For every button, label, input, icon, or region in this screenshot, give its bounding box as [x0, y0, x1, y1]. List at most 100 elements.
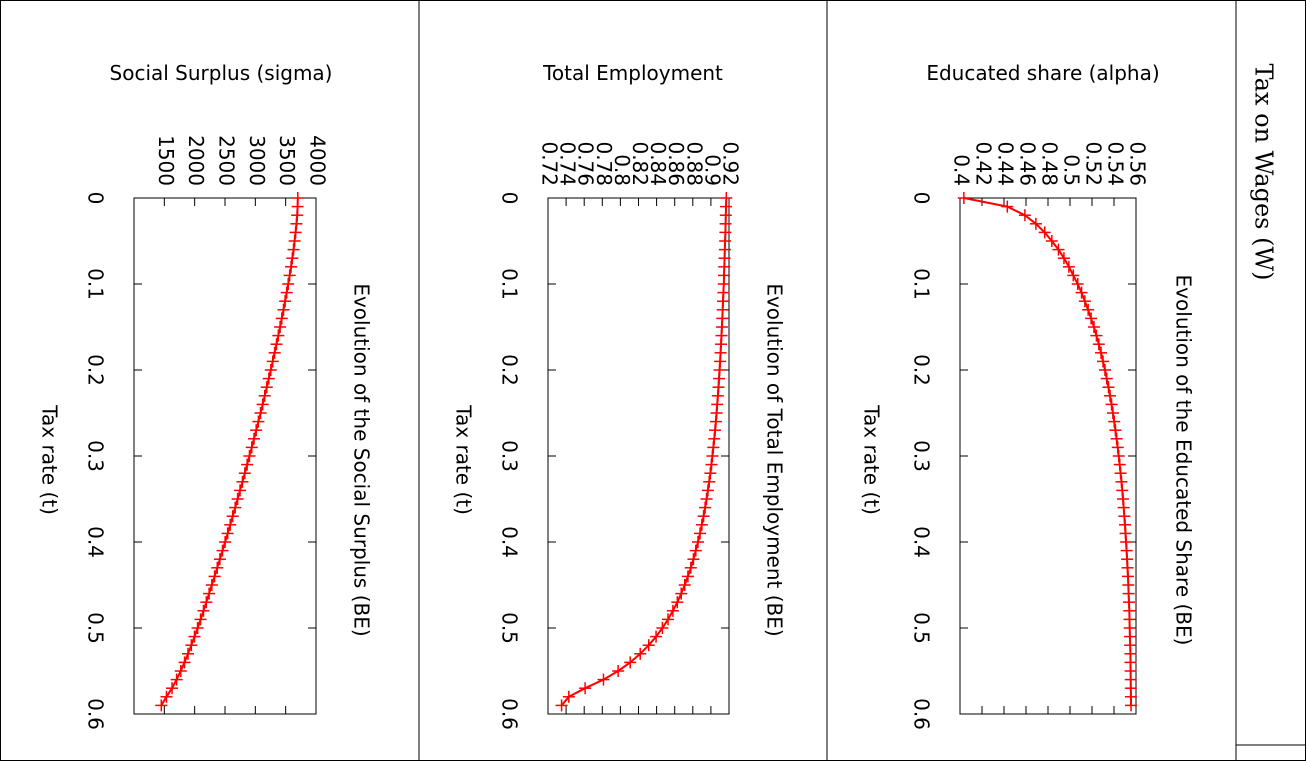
data-point: [695, 518, 708, 531]
y-tick-label: 2000: [184, 135, 208, 186]
data-point: [279, 295, 292, 308]
data-point: [1108, 415, 1121, 428]
y-tick-label: 0.8: [610, 154, 634, 186]
data-point: [188, 630, 201, 643]
data-point: [650, 630, 663, 643]
y-tick-label: 0.74: [556, 141, 580, 186]
chart-panel-educated-share: Educated share (alpha)00.10.20.30.40.50.…: [860, 61, 1196, 730]
y-tick-label: 0.54: [1104, 141, 1128, 186]
chart-title: Evolution of the Social Surplus (BE): [350, 283, 374, 636]
data-point: [957, 192, 970, 204]
data-point: [1110, 432, 1123, 445]
data-point: [1109, 424, 1122, 437]
data-point: [1078, 295, 1091, 308]
data-point: [236, 475, 249, 488]
data-point: [274, 321, 287, 333]
x-tick-label: 0.3: [84, 440, 108, 472]
x-tick-label: 0.5: [910, 612, 934, 644]
data-point: [290, 217, 303, 230]
data-point: [666, 604, 679, 617]
data-point: [245, 441, 258, 454]
y-tick-label: 4000: [306, 135, 330, 186]
data-point: [275, 312, 288, 325]
data-point: [697, 510, 710, 523]
y-tick-label: 0.56: [1126, 141, 1150, 186]
y-tick-label: 3000: [245, 135, 269, 186]
data-point: [252, 415, 265, 428]
data-point: [1038, 226, 1051, 239]
data-point: [280, 286, 293, 299]
data-point: [678, 579, 691, 591]
data-point: [1092, 338, 1105, 351]
data-point: [707, 441, 720, 454]
data-point: [1001, 200, 1014, 213]
data-point: [562, 690, 575, 703]
x-tick-label: 0.5: [498, 612, 522, 644]
data-point: [197, 604, 210, 617]
data-point: [243, 450, 256, 462]
data-point: [705, 458, 718, 471]
x-tick-label: 0.3: [910, 440, 934, 472]
x-tick-label: 0.2: [498, 354, 522, 386]
data-point: [708, 432, 721, 445]
y-tick-label: 3500: [275, 135, 299, 186]
y-tick-label: 0.84: [646, 141, 670, 186]
y-tick-label: 1500: [154, 135, 178, 186]
data-point: [283, 269, 296, 282]
data-point: [624, 656, 637, 669]
data-point: [247, 432, 260, 445]
column-label: Total Employment: [542, 61, 723, 85]
data-point: [1087, 321, 1100, 333]
data-point: [224, 518, 237, 531]
y-tick-label: 0.9: [700, 154, 724, 186]
data-point: [262, 372, 275, 385]
data-point: [1095, 346, 1108, 359]
data-point: [174, 665, 187, 677]
data-point: [1045, 235, 1058, 247]
data-point: [268, 346, 281, 359]
data-point: [681, 570, 694, 583]
data-point: [684, 561, 697, 574]
y-tick-label: 0.92: [719, 141, 743, 186]
x-tick-label: 0: [910, 192, 934, 205]
chart-title: Evolution of the Educated Share (BE): [1172, 275, 1196, 646]
data-point: [579, 682, 592, 695]
data-point: [266, 355, 279, 368]
data-point: [1114, 467, 1127, 480]
y-tick-label: 0.72: [538, 141, 562, 186]
data-point: [1112, 450, 1125, 462]
y-tick-label: 0.52: [1082, 141, 1106, 186]
chart-panel-total-employment: Total Employment00.10.20.30.40.50.60.720…: [452, 61, 787, 730]
data-point: [1116, 484, 1129, 497]
data-point: [642, 639, 655, 652]
data-point: [694, 527, 707, 540]
plot-frame: [547, 197, 730, 715]
data-point: [1111, 441, 1124, 454]
data-point: [1057, 252, 1070, 265]
data-point: [258, 389, 271, 402]
x-axis-title: Tax rate (t): [38, 404, 62, 515]
data-point: [1071, 278, 1084, 290]
data-point: [254, 407, 267, 419]
x-tick-label: 0.1: [498, 268, 522, 300]
data-point: [166, 682, 179, 695]
data-point: [1029, 217, 1042, 230]
data-point: [1097, 355, 1109, 368]
data-point: [221, 527, 234, 540]
data-point: [1098, 364, 1111, 376]
data-point: [287, 243, 300, 256]
data-point: [181, 647, 194, 660]
y-tick-label: 0.76: [574, 141, 598, 186]
data-point: [1115, 475, 1128, 488]
x-tick-label: 0: [84, 192, 108, 205]
data-point: [264, 364, 277, 376]
data-point: [555, 699, 568, 712]
data-point: [282, 278, 295, 290]
data-point: [634, 647, 647, 660]
series-line: [963, 197, 1132, 706]
data-point: [709, 424, 722, 437]
data-point: [194, 613, 207, 626]
data-point: [260, 381, 273, 394]
